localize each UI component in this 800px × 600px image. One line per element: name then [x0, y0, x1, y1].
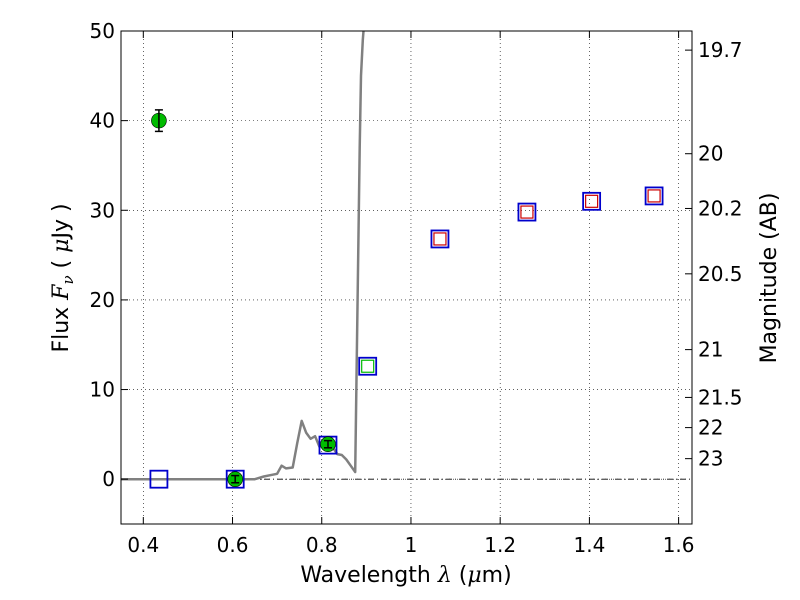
y-tick-label: 10 [90, 378, 115, 402]
model-spectrum-line [121, 30, 365, 481]
mag-tick-label: 21.5 [698, 385, 743, 409]
y-tick-label: 20 [90, 288, 115, 312]
ticks: 0.4 0.6 0.8 1 1.2 1.4 1.6 0 10 20 30 40 50 19.7 20 20.2… [90, 19, 743, 557]
x-tick-label: 0.8 [306, 533, 338, 557]
blue-square-marker [430, 229, 450, 249]
blue-square-marker [644, 186, 664, 206]
blue-square-marker [582, 191, 602, 211]
y-tick-label: 30 [90, 198, 115, 222]
mag-tick-label: 22 [698, 416, 723, 440]
y-axis-label: Flux Fν ( μJy ) [49, 203, 77, 352]
data-points-layer [149, 109, 664, 489]
blue-square-marker [517, 202, 537, 222]
blue-square-marker [358, 356, 378, 376]
mag-tick-label: 23 [698, 447, 723, 471]
red-square-marker [433, 232, 447, 246]
red-square-marker [520, 205, 534, 219]
blue-square-marker [149, 469, 169, 489]
mag-tick-label: 19.7 [698, 38, 743, 62]
x-tick-label: 0.6 [217, 533, 249, 557]
axes-frame [120, 30, 693, 525]
x-tick-label: 0.4 [127, 533, 159, 557]
y-tick-label: 40 [90, 109, 115, 133]
model-spectrum-layer [121, 30, 692, 481]
x-tick-label: 1.4 [573, 533, 605, 557]
x-tick-label: 1.2 [484, 533, 516, 557]
mag-tick-label: 20 [698, 142, 723, 166]
y2-axis-label: Magnitude (AB) [757, 193, 782, 364]
x-axis-label: Wavelength λ (μm) [300, 563, 511, 588]
mag-tick-label: 20.2 [698, 196, 743, 220]
red-square-marker [585, 194, 599, 208]
blue-square-marker [225, 469, 245, 489]
grid [121, 30, 692, 524]
x-tick-label: 1 [405, 533, 418, 557]
green-square-marker [361, 359, 375, 373]
mag-tick-label: 20.5 [698, 262, 743, 286]
mag-tick-label: 21 [698, 338, 723, 362]
y-tick-label: 50 [90, 19, 115, 43]
x-tick-label: 1.6 [663, 533, 695, 557]
red-square-marker [647, 189, 661, 203]
y-tick-label: 0 [102, 467, 115, 491]
